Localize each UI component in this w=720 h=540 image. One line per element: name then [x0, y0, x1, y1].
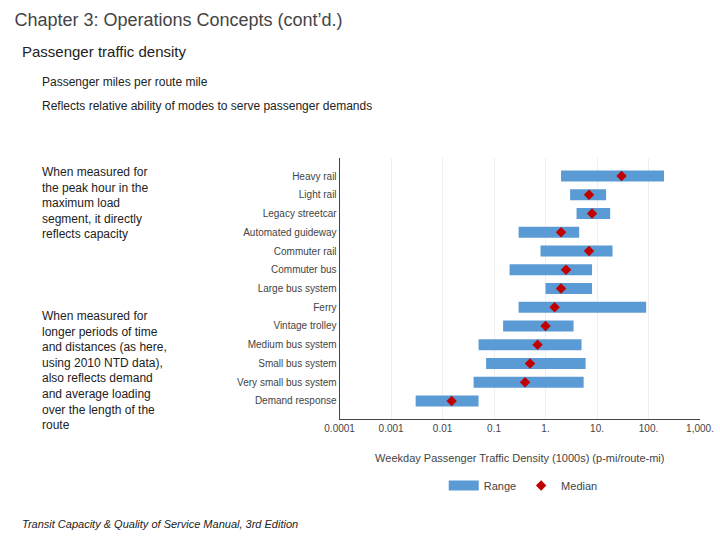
- svg-text:0.1: 0.1: [487, 423, 501, 434]
- svg-text:100.: 100.: [639, 423, 658, 434]
- svg-text:Passenger traffic density: Passenger traffic density: [22, 43, 186, 60]
- svg-text:0.01: 0.01: [433, 423, 453, 434]
- svg-text:Chapter 3: Operations Concepts: Chapter 3: Operations Concepts (cont’d.): [14, 10, 342, 30]
- svg-text:Very small bus system: Very small bus system: [237, 377, 336, 388]
- svg-text:Ferry: Ferry: [313, 302, 336, 313]
- svg-text:1,000.: 1,000.: [686, 423, 714, 434]
- svg-text:Median: Median: [561, 480, 597, 492]
- svg-text:Automated guideway: Automated guideway: [243, 227, 336, 238]
- svg-text:Passenger miles per route mile: Passenger miles per route mile: [42, 75, 208, 89]
- svg-text:Commuter rail: Commuter rail: [274, 246, 337, 257]
- svg-text:10.: 10.: [590, 423, 604, 434]
- svg-text:When measured forlonger period: When measured forlonger periods of timea…: [42, 309, 167, 432]
- svg-text:0.0001: 0.0001: [324, 423, 355, 434]
- svg-text:Light rail: Light rail: [299, 189, 337, 200]
- svg-text:Transit Capacity & Quality of: Transit Capacity & Quality of Service Ma…: [22, 518, 298, 530]
- svg-text:Range: Range: [484, 480, 516, 492]
- svg-text:Legacy streetcar: Legacy streetcar: [263, 208, 338, 219]
- svg-text:Large bus system: Large bus system: [258, 283, 337, 294]
- svg-text:Commuter bus: Commuter bus: [271, 264, 337, 275]
- svg-text:When measured forthe peak hour: When measured forthe peak hour in themax…: [42, 165, 148, 241]
- svg-text:Medium bus system: Medium bus system: [248, 339, 337, 350]
- svg-text:Weekday Passenger Traffic Dens: Weekday Passenger Traffic Density (1000s…: [375, 452, 664, 464]
- svg-text:1.: 1.: [541, 423, 549, 434]
- svg-text:Reflects relative ability of m: Reflects relative ability of modes to se…: [42, 99, 372, 113]
- svg-text:Vintage trolley: Vintage trolley: [273, 320, 336, 331]
- svg-text:0.001: 0.001: [379, 423, 404, 434]
- svg-text:Small bus system: Small bus system: [258, 358, 336, 369]
- svg-text:Demand response: Demand response: [255, 395, 337, 406]
- svg-text:Heavy rail: Heavy rail: [292, 171, 336, 182]
